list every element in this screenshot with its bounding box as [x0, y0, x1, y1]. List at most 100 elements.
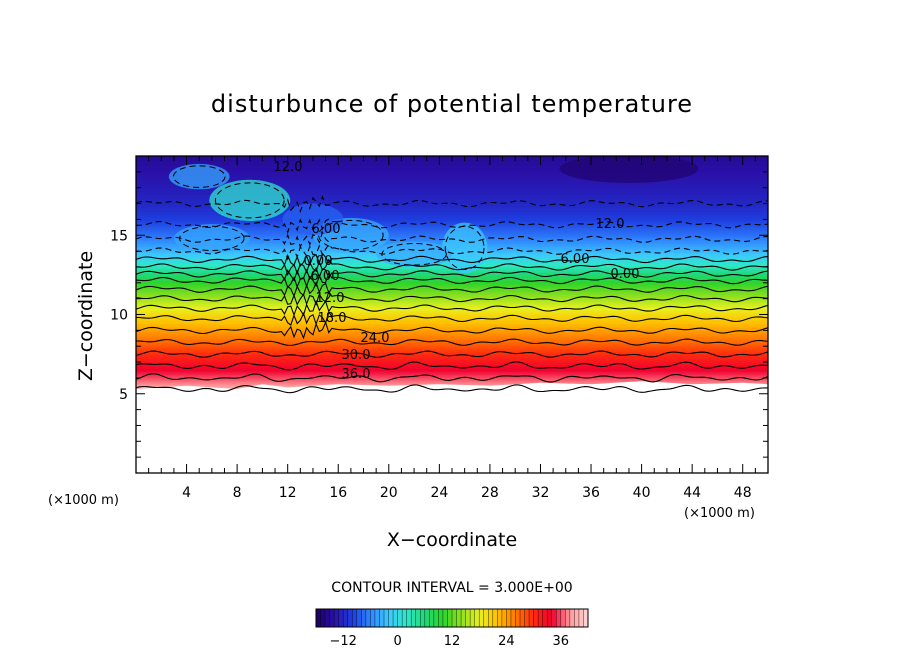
field-band [136, 313, 768, 316]
field-band [136, 211, 768, 214]
field-band [136, 335, 768, 338]
x-unit-label: (×1000 m) [684, 506, 755, 521]
field-band [136, 380, 768, 383]
field-band [136, 358, 768, 361]
field-band [136, 323, 768, 326]
colorbar-swatch [447, 609, 453, 627]
field-band [136, 173, 768, 176]
contour-line [136, 350, 768, 358]
field-band [136, 314, 768, 317]
colorbar-swatch [384, 609, 389, 627]
field-band [136, 272, 768, 275]
colorbar-swatch [456, 609, 462, 627]
field-band [136, 297, 768, 300]
field-band [136, 345, 768, 348]
contour-label: 6.00 [312, 222, 341, 237]
field-band [136, 371, 768, 374]
colorbar-swatch [393, 609, 398, 627]
colorbar-swatch [470, 609, 475, 627]
field-band [136, 278, 768, 281]
field-band [136, 275, 768, 278]
field-band [136, 333, 768, 336]
contour-line [136, 281, 768, 298]
field-band [136, 215, 768, 218]
field-band [136, 375, 768, 378]
x-axis-ticks: 4 8 12 16 20 24 28 32 36 40 44 48 [148, 156, 756, 501]
colorbar-swatch [433, 609, 439, 627]
field-band [136, 287, 768, 290]
colorbar-swatch [474, 609, 480, 627]
x-tick-label: 8 [233, 485, 242, 501]
field-band [136, 217, 768, 220]
field-band [136, 332, 768, 335]
colorbar-swatch [529, 609, 534, 627]
field-band [136, 295, 768, 298]
x-tick-label: 48 [734, 485, 752, 501]
contour-lines [136, 165, 768, 394]
field-band [136, 209, 768, 212]
field-band [136, 198, 768, 201]
contour-loop [318, 219, 384, 251]
y-tick-label: 5 [119, 387, 128, 403]
field-band [136, 326, 768, 329]
field-band [136, 324, 768, 327]
field-band [136, 196, 768, 199]
field-band [136, 364, 768, 367]
colorbar-swatch [356, 609, 362, 627]
field-band [136, 182, 768, 185]
field-band [136, 320, 768, 323]
temperature-field [136, 156, 768, 473]
field-band [136, 166, 768, 169]
field-band [136, 304, 768, 307]
field-band [136, 303, 768, 306]
y-tick-label: 10 [110, 308, 128, 324]
field-band [136, 339, 768, 342]
contour-line [136, 373, 768, 383]
field-band [136, 271, 768, 274]
colorbar-swatch [551, 609, 557, 627]
field-band [136, 289, 768, 293]
colorbar-swatch [556, 609, 562, 627]
field-band [136, 186, 768, 189]
field-band [136, 179, 768, 182]
contour-line [136, 310, 768, 326]
colorbar [315, 608, 589, 628]
field-band [136, 169, 768, 172]
y-axis-ticks: 5 10 15 [110, 171, 768, 458]
colorbar-swatch [506, 609, 512, 627]
x-tick-label: 12 [279, 485, 297, 501]
contour-label: 30.0 [342, 348, 371, 363]
contour-label: 6.00 [311, 269, 340, 284]
colorbar-swatch [397, 609, 403, 627]
contour-labels: 12.06.000.006.0012.018.024.030.036.012.0… [274, 160, 640, 382]
x-tick-label: 32 [532, 485, 550, 501]
contour-line [136, 266, 768, 282]
contour-label: 6.00 [561, 252, 590, 267]
field-band [136, 377, 768, 380]
field-band [136, 177, 768, 180]
contour-label: 12.0 [316, 291, 345, 306]
contour-label: 36.0 [342, 367, 371, 382]
terrain-ground [136, 381, 768, 473]
disturbance-cell [559, 156, 699, 183]
field-band [136, 160, 768, 163]
field-band [136, 164, 768, 167]
field-band [136, 176, 768, 179]
contour-line [136, 258, 768, 276]
colorbar-swatch [465, 609, 471, 627]
contour-line [136, 338, 768, 346]
field-band [136, 170, 768, 173]
field-band [136, 224, 768, 227]
colorbar-swatch [583, 609, 589, 627]
colorbar-swatch [325, 609, 330, 627]
colorbar-swatch [370, 609, 376, 627]
colorbar-swatch [574, 609, 580, 627]
field-band [136, 284, 768, 287]
field-band [136, 273, 768, 277]
disturbance-cell [173, 224, 250, 253]
y-axis-label: Z−coordinate [75, 251, 97, 381]
chart-title: disturbunce of potential temperature [211, 90, 693, 118]
field-band [136, 311, 768, 314]
field-band [136, 349, 768, 352]
contour-line [136, 384, 768, 394]
